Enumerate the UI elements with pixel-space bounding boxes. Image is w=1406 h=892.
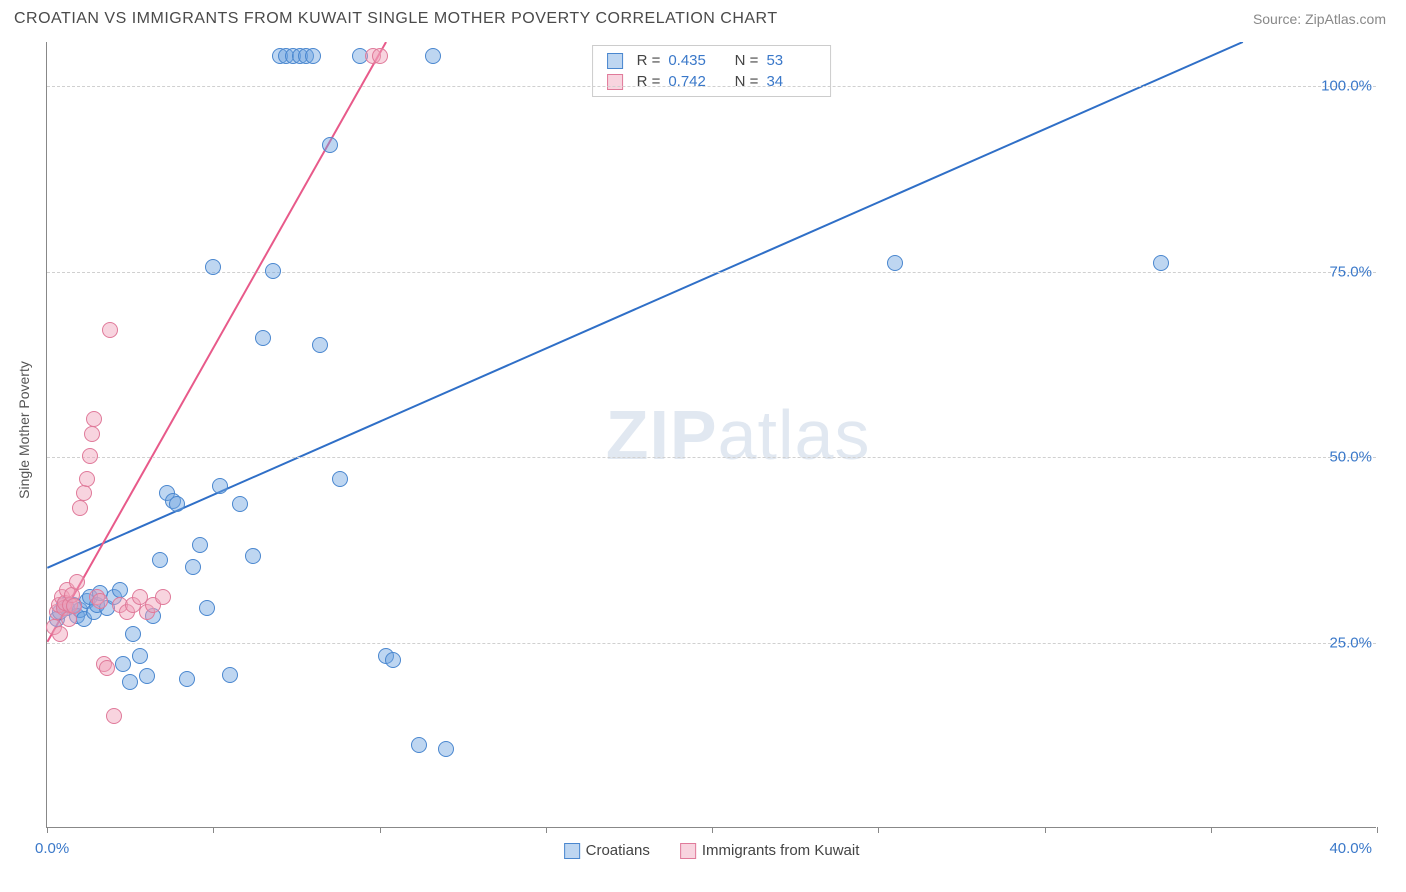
x-tick bbox=[546, 827, 547, 833]
data-point bbox=[212, 478, 228, 494]
legend-swatch bbox=[564, 843, 580, 859]
x-tick bbox=[1377, 827, 1378, 833]
data-point bbox=[192, 537, 208, 553]
legend-swatch bbox=[607, 53, 623, 69]
watermark-atlas: atlas bbox=[718, 396, 871, 474]
data-point bbox=[122, 674, 138, 690]
data-point bbox=[72, 500, 88, 516]
correlation-legend: R = 0.435 N = 53R = 0.742 N = 34 bbox=[592, 45, 832, 97]
data-point bbox=[411, 737, 427, 753]
data-point bbox=[222, 667, 238, 683]
data-point bbox=[199, 600, 215, 616]
gridline bbox=[47, 272, 1376, 273]
data-point bbox=[76, 485, 92, 501]
r-label: R = bbox=[637, 52, 661, 69]
gridline bbox=[47, 457, 1376, 458]
data-point bbox=[245, 548, 261, 564]
data-point bbox=[179, 671, 195, 687]
data-point bbox=[152, 552, 168, 568]
data-point bbox=[255, 330, 271, 346]
x-tick bbox=[712, 827, 713, 833]
x-tick bbox=[1045, 827, 1046, 833]
data-point bbox=[232, 496, 248, 512]
data-point bbox=[106, 708, 122, 724]
gridline bbox=[47, 643, 1376, 644]
data-point bbox=[425, 48, 441, 64]
r-value: 0.435 bbox=[668, 52, 718, 69]
data-point bbox=[82, 448, 98, 464]
chart-header: CROATIAN VS IMMIGRANTS FROM KUWAIT SINGL… bbox=[0, 0, 1406, 34]
x-axis-min-label: 0.0% bbox=[35, 840, 69, 857]
data-point bbox=[79, 471, 95, 487]
legend-label: Immigrants from Kuwait bbox=[702, 842, 860, 859]
x-tick bbox=[878, 827, 879, 833]
data-point bbox=[385, 652, 401, 668]
trendlines-svg bbox=[47, 42, 1376, 827]
x-tick bbox=[380, 827, 381, 833]
data-point bbox=[372, 48, 388, 64]
n-value: 53 bbox=[766, 52, 816, 69]
legend-swatch bbox=[680, 843, 696, 859]
data-point bbox=[99, 660, 115, 676]
legend-label: Croatians bbox=[586, 842, 650, 859]
data-point bbox=[139, 668, 155, 684]
y-tick-label: 75.0% bbox=[1329, 263, 1380, 280]
gridline bbox=[47, 86, 1376, 87]
x-axis-max-label: 40.0% bbox=[1329, 840, 1372, 857]
legend-item: Immigrants from Kuwait bbox=[680, 842, 860, 859]
data-point bbox=[205, 259, 221, 275]
y-tick-label: 25.0% bbox=[1329, 634, 1380, 651]
data-point bbox=[52, 626, 68, 642]
legend-row: R = 0.742 N = 34 bbox=[607, 71, 817, 92]
series-legend: Croatians Immigrants from Kuwait bbox=[564, 842, 860, 859]
legend-item: Croatians bbox=[564, 842, 650, 859]
data-point bbox=[265, 263, 281, 279]
data-point bbox=[155, 589, 171, 605]
source-label: Source: ZipAtlas.com bbox=[1253, 11, 1386, 27]
data-point bbox=[1153, 255, 1169, 271]
watermark: ZIPatlas bbox=[606, 395, 871, 475]
data-point bbox=[86, 411, 102, 427]
x-tick bbox=[213, 827, 214, 833]
data-point bbox=[312, 337, 328, 353]
x-tick bbox=[1211, 827, 1212, 833]
data-point bbox=[305, 48, 321, 64]
data-point bbox=[112, 582, 128, 598]
data-point bbox=[69, 574, 85, 590]
data-point bbox=[332, 471, 348, 487]
watermark-zip: ZIP bbox=[606, 396, 718, 474]
data-point bbox=[66, 598, 82, 614]
data-point bbox=[115, 656, 131, 672]
data-point bbox=[132, 648, 148, 664]
data-point bbox=[438, 741, 454, 757]
legend-row: R = 0.435 N = 53 bbox=[607, 50, 817, 71]
data-point bbox=[102, 322, 118, 338]
data-point bbox=[322, 137, 338, 153]
trendline bbox=[47, 42, 386, 642]
data-point bbox=[92, 593, 108, 609]
data-point bbox=[169, 496, 185, 512]
y-tick-label: 100.0% bbox=[1321, 78, 1380, 95]
x-tick bbox=[47, 827, 48, 833]
chart-title: CROATIAN VS IMMIGRANTS FROM KUWAIT SINGL… bbox=[14, 10, 778, 28]
plot-area: ZIPatlas R = 0.435 N = 53R = 0.742 N = 3… bbox=[46, 42, 1376, 828]
data-point bbox=[84, 426, 100, 442]
data-point bbox=[887, 255, 903, 271]
y-axis-label: Single Mother Poverty bbox=[16, 361, 32, 499]
n-label: N = bbox=[726, 52, 758, 69]
y-tick-label: 50.0% bbox=[1329, 449, 1380, 466]
data-point bbox=[185, 559, 201, 575]
data-point bbox=[125, 626, 141, 642]
